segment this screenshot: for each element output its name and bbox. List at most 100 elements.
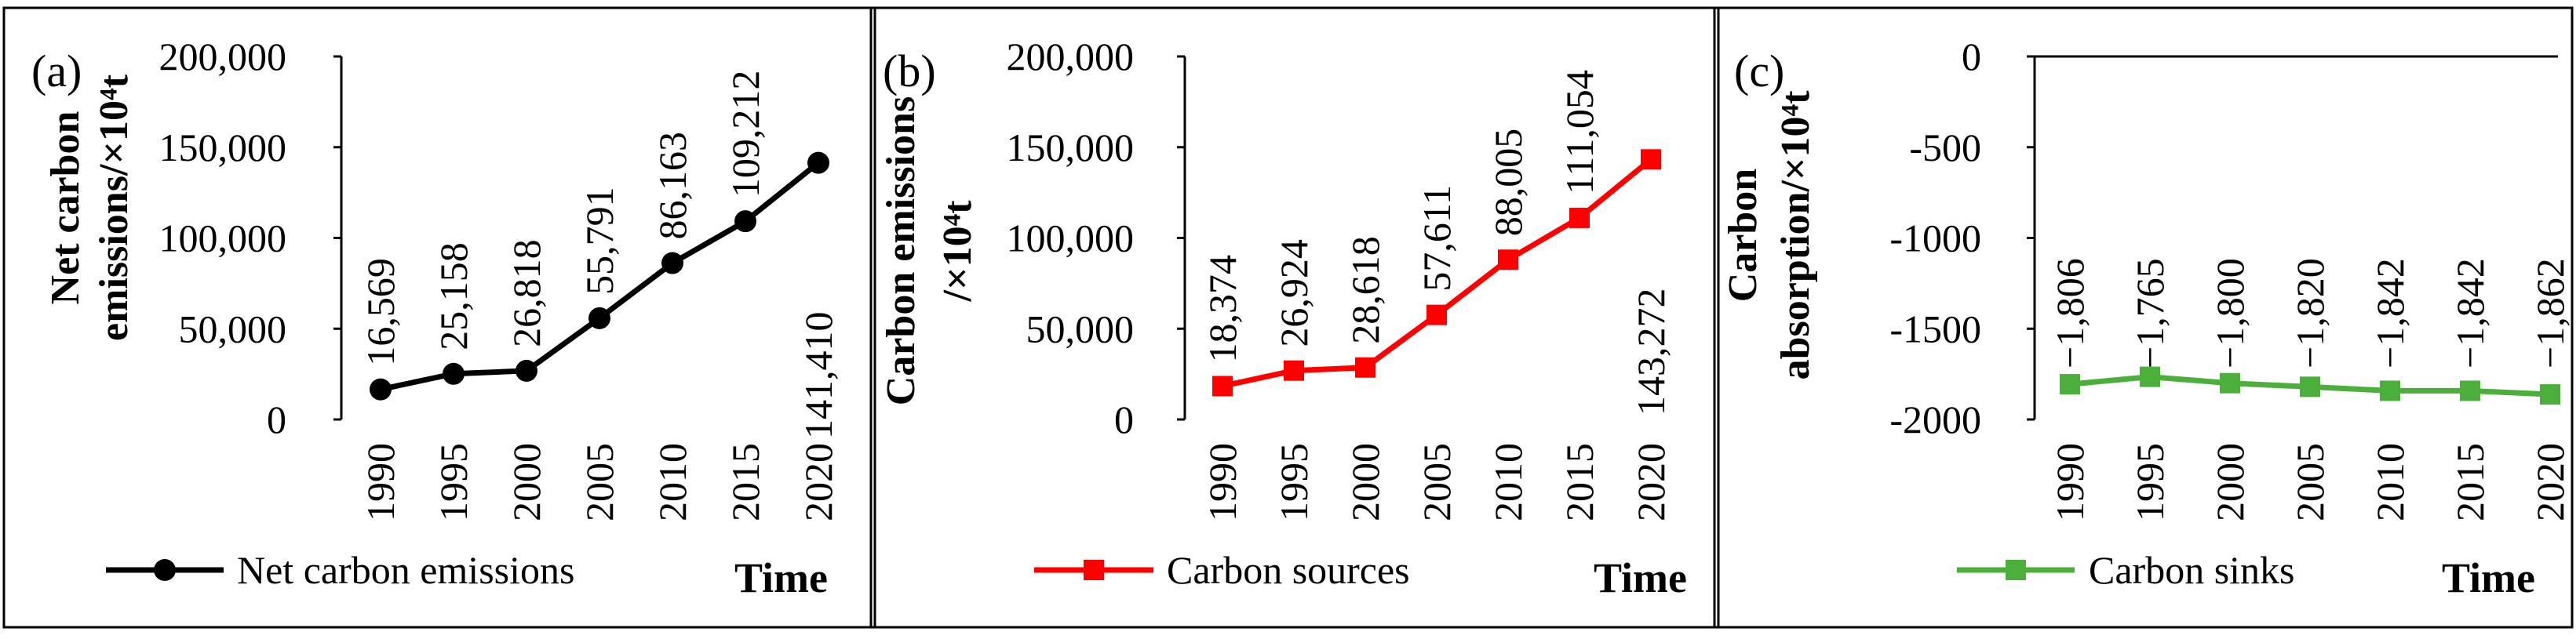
data-point [1569, 207, 1590, 228]
panel-frame [869, 6, 1720, 629]
y-tick-label: 200,000 [1007, 34, 1135, 78]
x-tick-label: 2000 [505, 443, 548, 521]
data-label: 143,272 [1629, 289, 1673, 416]
data-point [1284, 360, 1304, 381]
data-point [1355, 357, 1375, 378]
x-tick-label: 1990 [2048, 443, 2092, 521]
data-point [2220, 372, 2240, 394]
data-label: 25,158 [432, 242, 475, 350]
legend-label: Carbon sources [1167, 548, 1410, 592]
data-point [370, 378, 392, 401]
panel-a: (a) 0 50,000 100,000 150,000 200,000 Net carbo… [2, 6, 876, 629]
y-tick-label: 100,000 [159, 216, 287, 260]
data-label: −1,842 [2368, 258, 2412, 369]
y-axis-title: Net carbon [43, 111, 88, 304]
data-point [1212, 376, 1233, 397]
data-point [661, 252, 683, 274]
x-tick-label: 1995 [432, 443, 475, 521]
data-point [1641, 149, 1661, 170]
y-tick-label: -2000 [1889, 398, 1981, 441]
x-tick-label: 2005 [1415, 443, 1459, 521]
y-tick-label: -500 [1909, 125, 1981, 169]
x-axis-title: Time [2442, 554, 2535, 601]
y-axis-title: /×10⁴t [935, 200, 980, 303]
data-label: −1,765 [2128, 258, 2172, 369]
data-label: 16,569 [359, 258, 403, 366]
y-tick-label: 200,000 [159, 34, 287, 78]
y-tick-label: 0 [267, 398, 286, 441]
x-tick-label: 2015 [723, 443, 767, 521]
y-axis-title: emissions/×10⁴t [92, 74, 137, 341]
x-tick-label: 2010 [1486, 443, 1530, 521]
data-label: 57,611 [1415, 185, 1459, 292]
x-tick-label: 2015 [2448, 443, 2492, 521]
x-tick-label: 2000 [2208, 443, 2252, 521]
y-tick-label: 50,000 [1026, 307, 1135, 350]
data-point [2060, 374, 2080, 395]
data-point [2380, 380, 2400, 401]
y-axis-title: Carbon [1721, 169, 1765, 303]
data-point [443, 362, 465, 385]
y-tick-label: 150,000 [159, 125, 287, 169]
x-tick-label: 2010 [2368, 443, 2412, 521]
x-tick-label: 2010 [650, 443, 694, 521]
data-label: −1,862 [2528, 258, 2572, 369]
y-tick-label: -1000 [1889, 216, 1981, 260]
x-tick-label: 1990 [1201, 443, 1244, 521]
y-tick-label: 0 [1962, 34, 1981, 78]
data-point [1498, 249, 1518, 270]
panel-frame [2, 6, 876, 629]
y-tick-label: 100,000 [1007, 216, 1135, 260]
x-tick-label: 1990 [359, 443, 403, 521]
data-point [2540, 384, 2560, 405]
data-point [734, 210, 756, 233]
panel-frame [1713, 6, 2574, 629]
panel-c: (c) 0 -500 -1000 -1500 -2000 Carbon absorption/… [1713, 6, 2574, 629]
x-tick-label: 2020 [2528, 443, 2572, 521]
x-tick-label: 1995 [1272, 443, 1316, 521]
data-label: 111,054 [1558, 70, 1601, 194]
y-axis-title: absorption/×10⁴t [1773, 90, 1818, 380]
legend-label: Net carbon emissions [237, 548, 574, 592]
data-label: −1,800 [2208, 258, 2252, 369]
x-tick-label: 2000 [1343, 443, 1387, 521]
data-point [516, 359, 537, 382]
x-tick-label: 2020 [1629, 443, 1673, 521]
x-tick-label: 2005 [578, 443, 621, 521]
data-label: 26,924 [1272, 239, 1316, 347]
data-label: 86,163 [650, 132, 694, 240]
data-label: 26,818 [505, 239, 548, 347]
data-label: 88,005 [1486, 129, 1530, 237]
legend-marker [2006, 560, 2026, 580]
data-label: 55,791 [578, 187, 621, 295]
data-label: −1,842 [2448, 258, 2492, 369]
y-tick-label: -1500 [1889, 307, 1981, 350]
x-tick-label: 2005 [2288, 443, 2332, 521]
data-label: −1,820 [2288, 258, 2332, 369]
y-axis-title: Carbon emissions [879, 96, 924, 405]
panel-b: (b) 0 50,000 100,000 150,000 200,000 Carbon em… [869, 6, 1720, 629]
panel-label: (a) [31, 45, 82, 96]
y-tick-label: 150,000 [1007, 125, 1135, 169]
legend-label: Carbon sinks [2089, 548, 2295, 592]
data-label: 109,212 [723, 71, 767, 198]
data-point [588, 307, 610, 329]
panel-label: (c) [1734, 45, 1784, 96]
data-point [2460, 380, 2480, 401]
data-point [807, 151, 829, 174]
y-tick-label: 0 [1114, 398, 1134, 441]
data-point [2140, 366, 2160, 387]
legend-marker [154, 559, 176, 581]
data-point [2300, 376, 2320, 398]
data-label: −1,806 [2048, 258, 2092, 369]
x-axis-title: Time [734, 554, 828, 601]
data-label: 28,618 [1343, 236, 1387, 344]
data-point [1426, 304, 1447, 325]
y-tick-label: 50,000 [179, 307, 287, 350]
data-label: 141,410 [796, 312, 840, 440]
x-axis-title: Time [1594, 554, 1687, 601]
legend-marker [1084, 560, 1104, 580]
x-tick-label: 1995 [2128, 443, 2172, 521]
